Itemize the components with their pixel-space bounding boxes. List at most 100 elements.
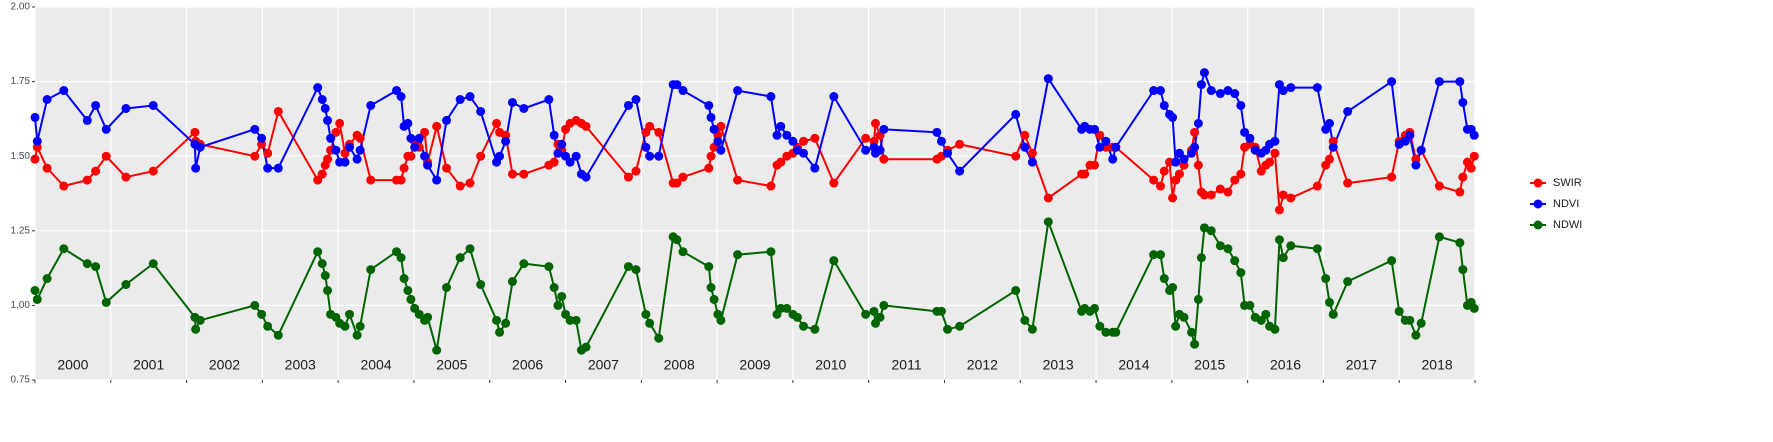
point (442, 163, 452, 173)
point (455, 253, 465, 263)
point (403, 118, 413, 128)
point (1159, 166, 1169, 176)
point (263, 321, 273, 331)
point (861, 145, 871, 155)
point (1387, 256, 1397, 266)
point (1011, 151, 1021, 161)
point (943, 324, 953, 334)
point (1199, 68, 1209, 78)
point (1245, 300, 1255, 310)
point (782, 303, 792, 313)
year-label: 2002 (209, 357, 240, 373)
point (366, 265, 376, 275)
point (91, 262, 101, 272)
year-label: 2003 (285, 357, 316, 373)
year-label: 2016 (1270, 357, 1301, 373)
point (432, 121, 442, 131)
point (1343, 106, 1353, 116)
point (432, 345, 442, 355)
year-label: 2017 (1346, 357, 1377, 373)
point (1090, 303, 1100, 313)
point (716, 145, 726, 155)
point (1236, 268, 1246, 278)
point (91, 100, 101, 110)
point (1101, 327, 1111, 337)
legend-label: NDVI (1553, 198, 1579, 210)
point (396, 92, 406, 102)
point (1240, 127, 1250, 137)
point (1215, 89, 1225, 99)
point (1101, 136, 1111, 146)
point (366, 100, 376, 110)
point (932, 127, 942, 137)
point (91, 166, 101, 176)
point (672, 80, 682, 90)
point (1434, 77, 1444, 87)
point (565, 157, 575, 167)
point (423, 160, 433, 170)
point (30, 154, 40, 164)
point (955, 139, 965, 149)
y-tick-label: 1.50 (11, 151, 31, 162)
point (936, 136, 946, 146)
point (414, 309, 424, 319)
point (861, 309, 871, 319)
point (1469, 151, 1479, 161)
point (782, 130, 792, 140)
point (495, 151, 505, 161)
year-label: 2015 (1194, 357, 1225, 373)
point (1043, 74, 1053, 84)
point (432, 175, 442, 185)
point (1274, 205, 1284, 215)
point (250, 124, 260, 134)
point (1020, 130, 1030, 140)
point (1230, 89, 1240, 99)
point (544, 262, 554, 272)
point (465, 244, 475, 254)
point (704, 262, 714, 272)
point (396, 253, 406, 263)
point (1343, 277, 1353, 287)
point (1469, 130, 1479, 140)
point (645, 121, 655, 131)
point (1328, 142, 1338, 152)
point (1230, 175, 1240, 185)
point (1278, 253, 1288, 263)
point (955, 321, 965, 331)
point (250, 300, 260, 310)
point (766, 247, 776, 257)
point (1343, 178, 1353, 188)
point (631, 95, 641, 105)
point (331, 145, 341, 155)
point (875, 312, 885, 322)
year-label: 2004 (360, 357, 391, 373)
point (1286, 83, 1296, 93)
point (326, 133, 336, 143)
point (1043, 193, 1053, 203)
point (1434, 232, 1444, 242)
point (82, 259, 92, 269)
point (476, 280, 486, 290)
point (716, 315, 726, 325)
point (1312, 83, 1322, 93)
point (706, 282, 716, 292)
point (1274, 235, 1284, 245)
point (1206, 86, 1216, 96)
point (406, 151, 416, 161)
point (557, 139, 567, 149)
point (733, 86, 743, 96)
point (420, 127, 430, 137)
point (829, 92, 839, 102)
year-label: 2012 (967, 357, 998, 373)
point (1455, 238, 1465, 248)
point (423, 312, 433, 322)
point (810, 133, 820, 143)
point (323, 285, 333, 295)
point (317, 95, 327, 105)
point (1416, 145, 1426, 155)
y-tick-label: 1.75 (11, 76, 31, 87)
point (788, 136, 798, 146)
point (273, 163, 283, 173)
point (1108, 154, 1118, 164)
